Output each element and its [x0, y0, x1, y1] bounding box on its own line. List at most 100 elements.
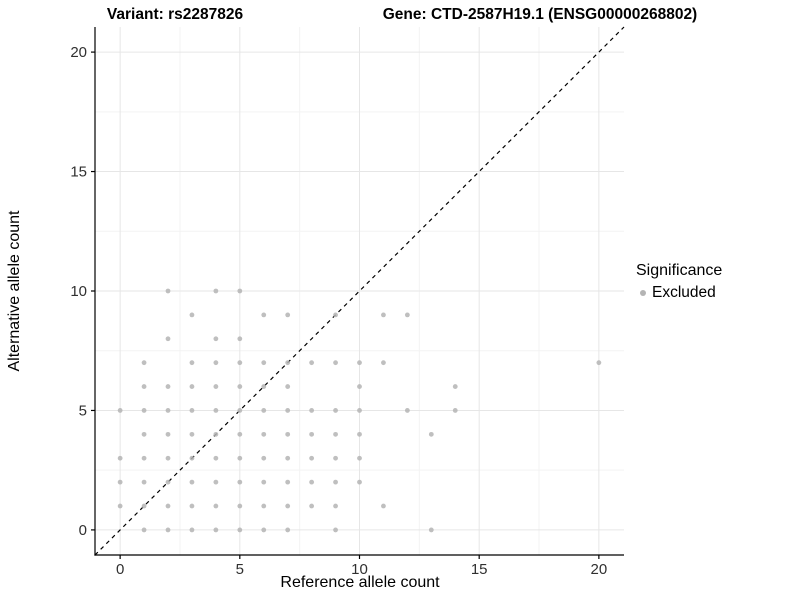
data-point — [117, 503, 123, 509]
data-point — [165, 479, 171, 485]
y-tick-label: 0 — [79, 522, 87, 539]
data-point — [381, 360, 386, 366]
data-point — [237, 360, 243, 366]
data-point — [141, 431, 147, 437]
data-point — [189, 455, 195, 461]
data-point — [333, 312, 338, 318]
data-point — [237, 408, 243, 413]
data-point — [237, 455, 243, 461]
data-point — [309, 479, 315, 485]
data-point — [213, 455, 219, 461]
data-point — [189, 431, 195, 437]
data-point — [333, 408, 338, 413]
data-point — [165, 503, 171, 509]
data-point — [141, 527, 147, 533]
data-point — [237, 431, 243, 437]
data-point — [261, 384, 267, 389]
data-point — [117, 408, 123, 413]
data-point — [285, 431, 291, 437]
data-point — [309, 360, 315, 366]
data-point — [261, 479, 267, 485]
data-point — [428, 431, 434, 437]
data-point — [333, 360, 338, 366]
data-point — [596, 360, 602, 366]
data-point — [261, 455, 267, 461]
data-point — [213, 288, 219, 294]
data-point — [189, 360, 195, 366]
data-point — [261, 360, 267, 366]
data-point — [428, 527, 434, 533]
data-point — [141, 360, 147, 366]
data-point — [357, 431, 362, 437]
data-point — [213, 431, 219, 437]
data-point — [189, 479, 195, 485]
data-point — [309, 408, 315, 413]
y-tick-label: 20 — [70, 44, 87, 61]
x-tick-label: 15 — [471, 561, 488, 578]
data-point — [285, 479, 291, 485]
data-point — [285, 384, 291, 389]
data-point — [309, 503, 315, 509]
data-point — [333, 503, 338, 509]
data-point — [357, 408, 362, 413]
data-point — [261, 408, 267, 413]
data-point — [381, 503, 386, 509]
point-key-icon — [636, 286, 650, 300]
data-point — [213, 527, 219, 533]
y-tick-label: 15 — [70, 164, 87, 181]
data-point — [357, 455, 362, 461]
x-tick-label: 5 — [236, 561, 244, 578]
data-point — [452, 408, 458, 413]
data-point — [237, 336, 243, 342]
x-axis-title: Reference allele count — [280, 574, 440, 591]
x-tick-label: 0 — [116, 561, 124, 578]
data-point — [189, 503, 195, 509]
data-point — [333, 527, 338, 533]
data-point — [261, 312, 267, 318]
data-point — [189, 408, 195, 413]
data-point — [213, 408, 219, 413]
data-point — [189, 527, 195, 533]
data-point — [237, 288, 243, 294]
data-point — [404, 408, 410, 413]
data-point — [357, 384, 362, 389]
data-point — [237, 479, 243, 485]
variant-title: Variant: rs2287826 — [106, 6, 244, 23]
legend: Significance Excluded — [636, 262, 722, 302]
data-point — [141, 455, 147, 461]
x-tick-label: 10 — [351, 561, 368, 578]
data-point — [213, 384, 219, 389]
data-point — [213, 503, 219, 509]
data-point — [452, 384, 458, 389]
data-point — [285, 527, 291, 533]
data-point — [165, 527, 171, 533]
data-point — [309, 431, 315, 437]
data-point — [333, 455, 338, 461]
data-point — [141, 384, 147, 389]
legend-item-label: Excluded — [652, 284, 716, 301]
data-point — [141, 503, 147, 509]
data-point — [285, 455, 291, 461]
data-point — [404, 312, 410, 318]
data-point — [237, 527, 243, 533]
data-point — [165, 384, 171, 389]
data-point — [165, 336, 171, 342]
data-point — [165, 431, 171, 437]
data-point — [333, 431, 338, 437]
legend-title: Significance — [636, 262, 723, 279]
data-point — [357, 360, 362, 366]
data-point — [165, 408, 171, 413]
data-point — [381, 312, 386, 318]
gene-title: Gene: CTD-2587H19.1 (ENSG00000268802) — [382, 6, 698, 23]
data-point — [333, 479, 338, 485]
data-point — [261, 431, 267, 437]
data-point — [237, 384, 243, 389]
y-tick-label: 10 — [70, 283, 87, 300]
data-point — [189, 384, 195, 389]
data-point — [309, 455, 315, 461]
data-point — [285, 408, 291, 413]
data-point — [213, 336, 219, 342]
data-point — [117, 455, 123, 461]
data-point — [117, 479, 123, 485]
